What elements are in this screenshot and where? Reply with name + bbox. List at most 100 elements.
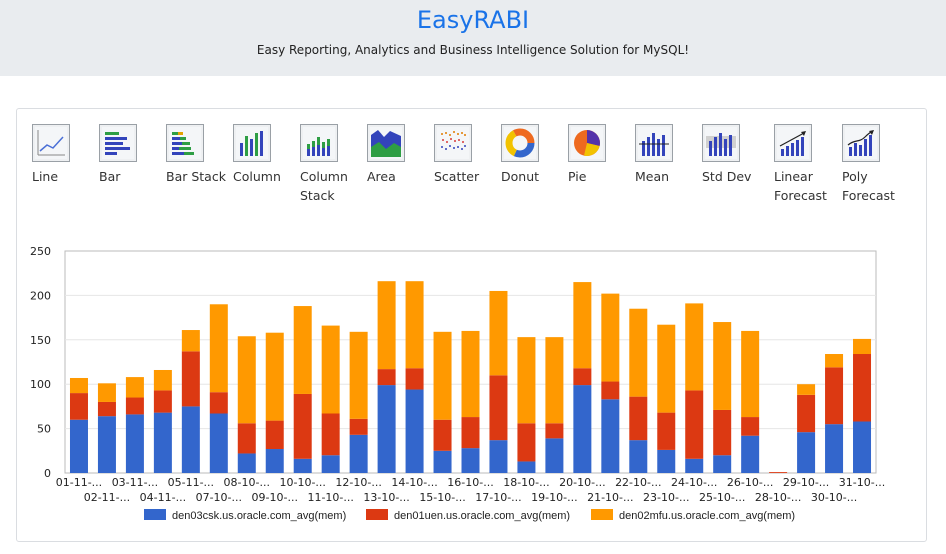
bar-segment[interactable] <box>713 409 732 456</box>
bar-segment[interactable] <box>181 351 200 407</box>
bar-segment[interactable] <box>349 331 368 419</box>
bar-segment[interactable] <box>629 308 648 397</box>
bar-segment[interactable] <box>853 354 872 422</box>
bar-segment[interactable] <box>293 393 312 459</box>
tool-column-stack[interactable]: Column Stack <box>300 124 362 208</box>
bar-segment[interactable] <box>237 453 256 473</box>
bar-segment[interactable] <box>321 325 340 414</box>
bar-segment[interactable] <box>237 423 256 454</box>
bar-stack-chart-icon[interactable] <box>166 124 204 162</box>
tool-bar-stack[interactable]: Bar Stack <box>166 124 228 208</box>
bar-segment[interactable] <box>433 419 452 451</box>
bar-segment[interactable] <box>125 377 144 398</box>
tool-std-dev[interactable]: Std Dev <box>702 124 764 208</box>
bar-segment[interactable] <box>209 413 228 473</box>
bar-segment[interactable] <box>741 417 760 436</box>
bar-segment[interactable] <box>405 368 424 390</box>
bar-segment[interactable] <box>517 423 536 462</box>
line-chart-icon[interactable] <box>32 124 70 162</box>
tool-pie[interactable]: Pie <box>568 124 630 208</box>
bar-segment[interactable] <box>685 390 704 459</box>
bar-segment[interactable] <box>153 412 172 473</box>
bar-segment[interactable] <box>601 293 620 382</box>
bar-segment[interactable] <box>97 383 116 402</box>
bar-segment[interactable] <box>657 412 676 450</box>
tool-area[interactable]: Area <box>367 124 429 208</box>
bar-segment[interactable] <box>125 414 144 473</box>
bar-segment[interactable] <box>433 331 452 420</box>
bar-segment[interactable] <box>629 396 648 441</box>
bar-segment[interactable] <box>461 417 480 449</box>
bar-segment[interactable] <box>825 367 844 425</box>
linear-forecast-icon[interactable] <box>774 124 812 162</box>
column-stack-chart-icon[interactable] <box>300 124 338 162</box>
bar-segment[interactable] <box>629 440 648 473</box>
bar-segment[interactable] <box>545 423 564 439</box>
bar-segment[interactable] <box>825 354 844 368</box>
bar-segment[interactable] <box>713 455 732 473</box>
tool-donut[interactable]: Donut <box>501 124 563 208</box>
bar-segment[interactable] <box>489 440 508 473</box>
bar-segment[interactable] <box>153 390 172 413</box>
bar-segment[interactable] <box>125 397 144 415</box>
bar-segment[interactable] <box>97 401 116 417</box>
bar-segment[interactable] <box>461 330 480 418</box>
bar-segment[interactable] <box>321 455 340 473</box>
tool-column[interactable]: Column <box>233 124 295 208</box>
bar-segment[interactable] <box>489 290 508 376</box>
bar-segment[interactable] <box>69 377 88 394</box>
bar-segment[interactable] <box>405 389 424 473</box>
bar-segment[interactable] <box>293 458 312 473</box>
tool-scatter[interactable]: Scatter <box>434 124 496 208</box>
bar-segment[interactable] <box>265 449 284 473</box>
bar-segment[interactable] <box>825 424 844 473</box>
bar-segment[interactable] <box>853 338 872 355</box>
bar-segment[interactable] <box>797 432 816 473</box>
bar-segment[interactable] <box>69 393 88 420</box>
bar-segment[interactable] <box>69 419 88 473</box>
bar-segment[interactable] <box>713 322 732 410</box>
tool-line[interactable]: Line <box>32 124 94 208</box>
bar-segment[interactable] <box>797 384 816 395</box>
bar-segment[interactable] <box>741 435 760 473</box>
std-dev-chart-icon[interactable] <box>702 124 740 162</box>
bar-segment[interactable] <box>321 413 340 456</box>
bar-segment[interactable] <box>181 330 200 352</box>
bar-segment[interactable] <box>293 306 312 394</box>
bar-segment[interactable] <box>601 399 620 473</box>
bar-segment[interactable] <box>797 394 816 433</box>
bar-segment[interactable] <box>433 450 452 473</box>
bar-segment[interactable] <box>573 368 592 386</box>
area-chart-icon[interactable] <box>367 124 405 162</box>
bar-segment[interactable] <box>517 461 536 473</box>
tool-bar[interactable]: Bar <box>99 124 161 208</box>
column-chart-icon[interactable] <box>233 124 271 162</box>
tool-linear-forecast[interactable]: Linear Forecast <box>774 124 836 208</box>
bar-chart-icon[interactable] <box>99 124 137 162</box>
bar-segment[interactable] <box>349 418 368 435</box>
bar-segment[interactable] <box>517 337 536 424</box>
bar-segment[interactable] <box>545 337 564 424</box>
bar-segment[interactable] <box>153 369 172 391</box>
tool-poly-forecast[interactable]: Poly Forecast <box>842 124 904 208</box>
bar-segment[interactable] <box>657 449 676 473</box>
bar-segment[interactable] <box>181 406 200 473</box>
poly-forecast-icon[interactable] <box>842 124 880 162</box>
bar-segment[interactable] <box>209 304 228 393</box>
bar-segment[interactable] <box>237 336 256 424</box>
scatter-chart-icon[interactable] <box>434 124 472 162</box>
bar-segment[interactable] <box>853 421 872 473</box>
bar-segment[interactable] <box>573 385 592 473</box>
bar-segment[interactable] <box>769 472 788 473</box>
bar-segment[interactable] <box>265 420 284 450</box>
bar-segment[interactable] <box>545 438 564 473</box>
bar-segment[interactable] <box>377 385 396 473</box>
bar-segment[interactable] <box>377 369 396 386</box>
bar-segment[interactable] <box>461 448 480 473</box>
bar-segment[interactable] <box>377 281 396 370</box>
bar-segment[interactable] <box>741 330 760 418</box>
bar-segment[interactable] <box>601 381 620 400</box>
pie-chart-icon[interactable] <box>568 124 606 162</box>
bar-segment[interactable] <box>489 375 508 441</box>
bar-segment[interactable] <box>209 392 228 414</box>
